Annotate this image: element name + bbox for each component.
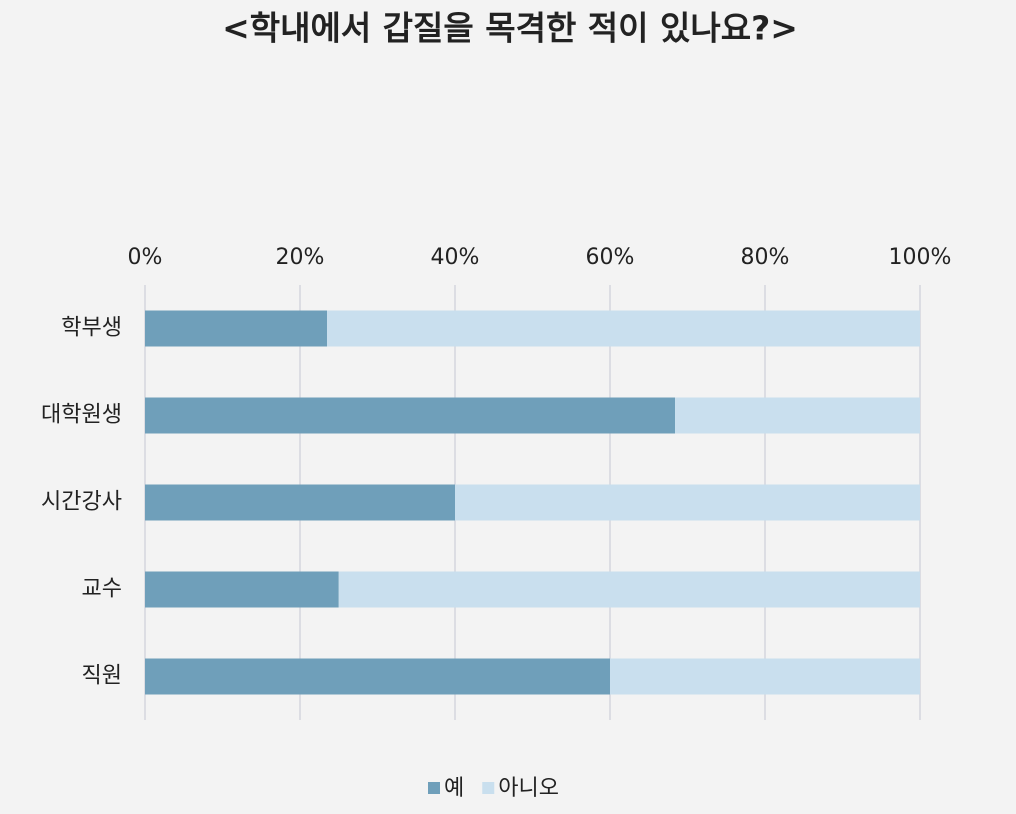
bar-segment	[610, 658, 920, 695]
y-tick-label: 학부생	[61, 316, 122, 341]
chart-title: <학내에서 갑질을 목격한 적이 있나요?>	[222, 9, 798, 48]
bar-segment	[145, 484, 455, 521]
bar-segment	[327, 310, 920, 347]
x-tick-label: 100%	[889, 245, 952, 270]
x-tick-label: 40%	[431, 245, 480, 270]
y-tick-label: 대학원생	[41, 403, 122, 428]
y-tick-label: 교수	[82, 577, 122, 602]
x-tick-label: 20%	[276, 245, 325, 270]
legend-label: 아니오	[498, 776, 559, 801]
legend-label: 예	[444, 776, 464, 801]
y-tick-label: 직원	[82, 664, 122, 689]
bar-segment	[455, 484, 920, 521]
bar-segment	[338, 571, 920, 608]
bar-segment	[145, 310, 328, 347]
y-tick-label: 시간강사	[41, 490, 122, 515]
legend-swatch	[428, 782, 440, 794]
bar-segment	[145, 397, 676, 434]
bar-segment	[145, 658, 610, 695]
x-tick-label: 0%	[128, 245, 163, 270]
bar-segment	[145, 571, 339, 608]
legend-swatch	[482, 782, 495, 794]
x-tick-label: 60%	[586, 245, 635, 270]
x-tick-label: 80%	[741, 245, 790, 270]
bar-segment	[675, 397, 920, 434]
